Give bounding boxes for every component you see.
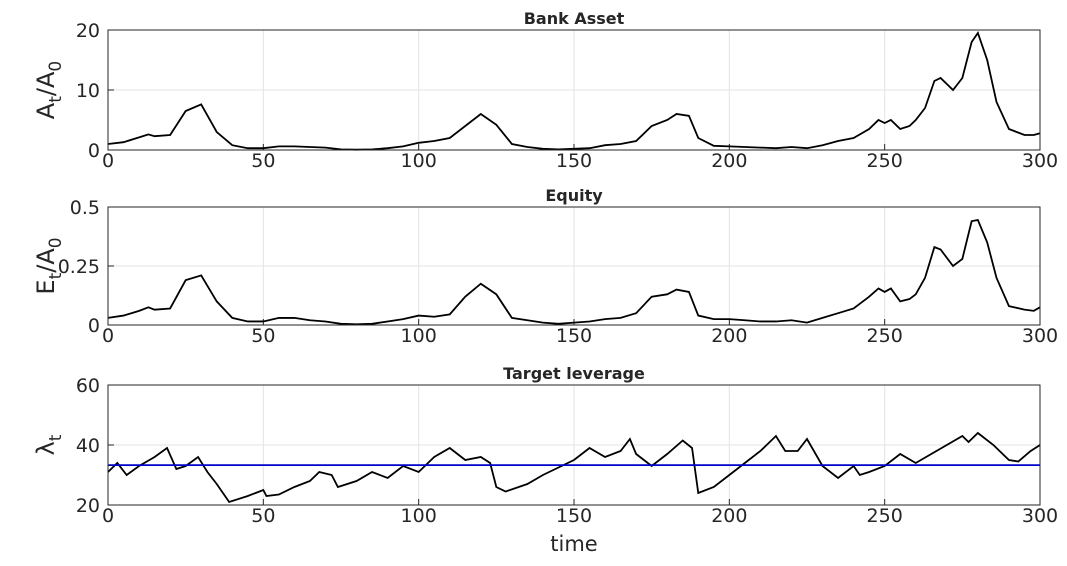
y-label-subscript: 0 — [46, 237, 66, 248]
y-tick-label: 20 — [76, 20, 100, 42]
y-label-part: /A — [32, 248, 60, 273]
x-tick-label: 250 — [867, 150, 903, 172]
y-label-subscript: t — [46, 272, 66, 279]
x-tick-label: 300 — [1022, 325, 1058, 347]
x-tick-label: 0 — [102, 505, 114, 527]
chart-title: Target leverage — [503, 364, 645, 383]
x-tick-label: 200 — [711, 150, 747, 172]
y-tick-label: 0.25 — [58, 256, 100, 278]
x-tick-label: 300 — [1022, 505, 1058, 527]
y-label-part: λ — [32, 441, 60, 455]
y-axis-label: Et/A0 — [32, 237, 66, 294]
x-tick-label: 250 — [867, 325, 903, 347]
x-tick-label: 150 — [556, 505, 592, 527]
y-label-part: /A — [32, 71, 60, 96]
chart-title: Bank Asset — [524, 9, 625, 28]
x-tick-label: 100 — [401, 150, 437, 172]
y-label-subscript: 0 — [46, 61, 66, 72]
y-tick-label: 10 — [76, 80, 100, 102]
x-tick-label: 250 — [867, 505, 903, 527]
y-tick-label: 40 — [76, 435, 100, 457]
series-line — [107, 431, 1041, 504]
y-tick-label: 0.5 — [70, 197, 100, 219]
x-tick-label: 50 — [251, 505, 275, 527]
series-line — [107, 218, 1041, 326]
x-axis-label: time — [550, 532, 597, 556]
y-tick-label: 60 — [76, 375, 100, 397]
x-tick-label: 200 — [711, 325, 747, 347]
y-label-part: E — [32, 279, 60, 294]
y-axis-label: λt — [32, 434, 66, 455]
axes-box — [107, 206, 1041, 326]
y-axis-label: At/A0 — [32, 61, 66, 119]
y-tick-label: 0 — [88, 315, 100, 337]
y-tick-label: 0 — [88, 140, 100, 162]
x-tick-label: 300 — [1022, 150, 1058, 172]
y-label-part: A — [32, 102, 60, 119]
y-tick-label: 20 — [76, 495, 100, 517]
x-tick-label: 100 — [401, 505, 437, 527]
series-line — [107, 31, 1041, 151]
x-tick-label: 0 — [102, 325, 114, 347]
x-tick-label: 0 — [102, 150, 114, 172]
x-tick-label: 200 — [711, 505, 747, 527]
chart-title: Equity — [545, 186, 603, 205]
y-label-subscript: t — [46, 434, 66, 441]
x-tick-label: 50 — [251, 150, 275, 172]
x-tick-label: 100 — [401, 325, 437, 347]
axes-box — [107, 29, 1041, 151]
x-tick-label: 150 — [556, 150, 592, 172]
axes-box — [107, 384, 1041, 506]
x-tick-label: 50 — [251, 325, 275, 347]
x-tick-label: 150 — [556, 325, 592, 347]
y-label-subscript: t — [46, 96, 66, 103]
